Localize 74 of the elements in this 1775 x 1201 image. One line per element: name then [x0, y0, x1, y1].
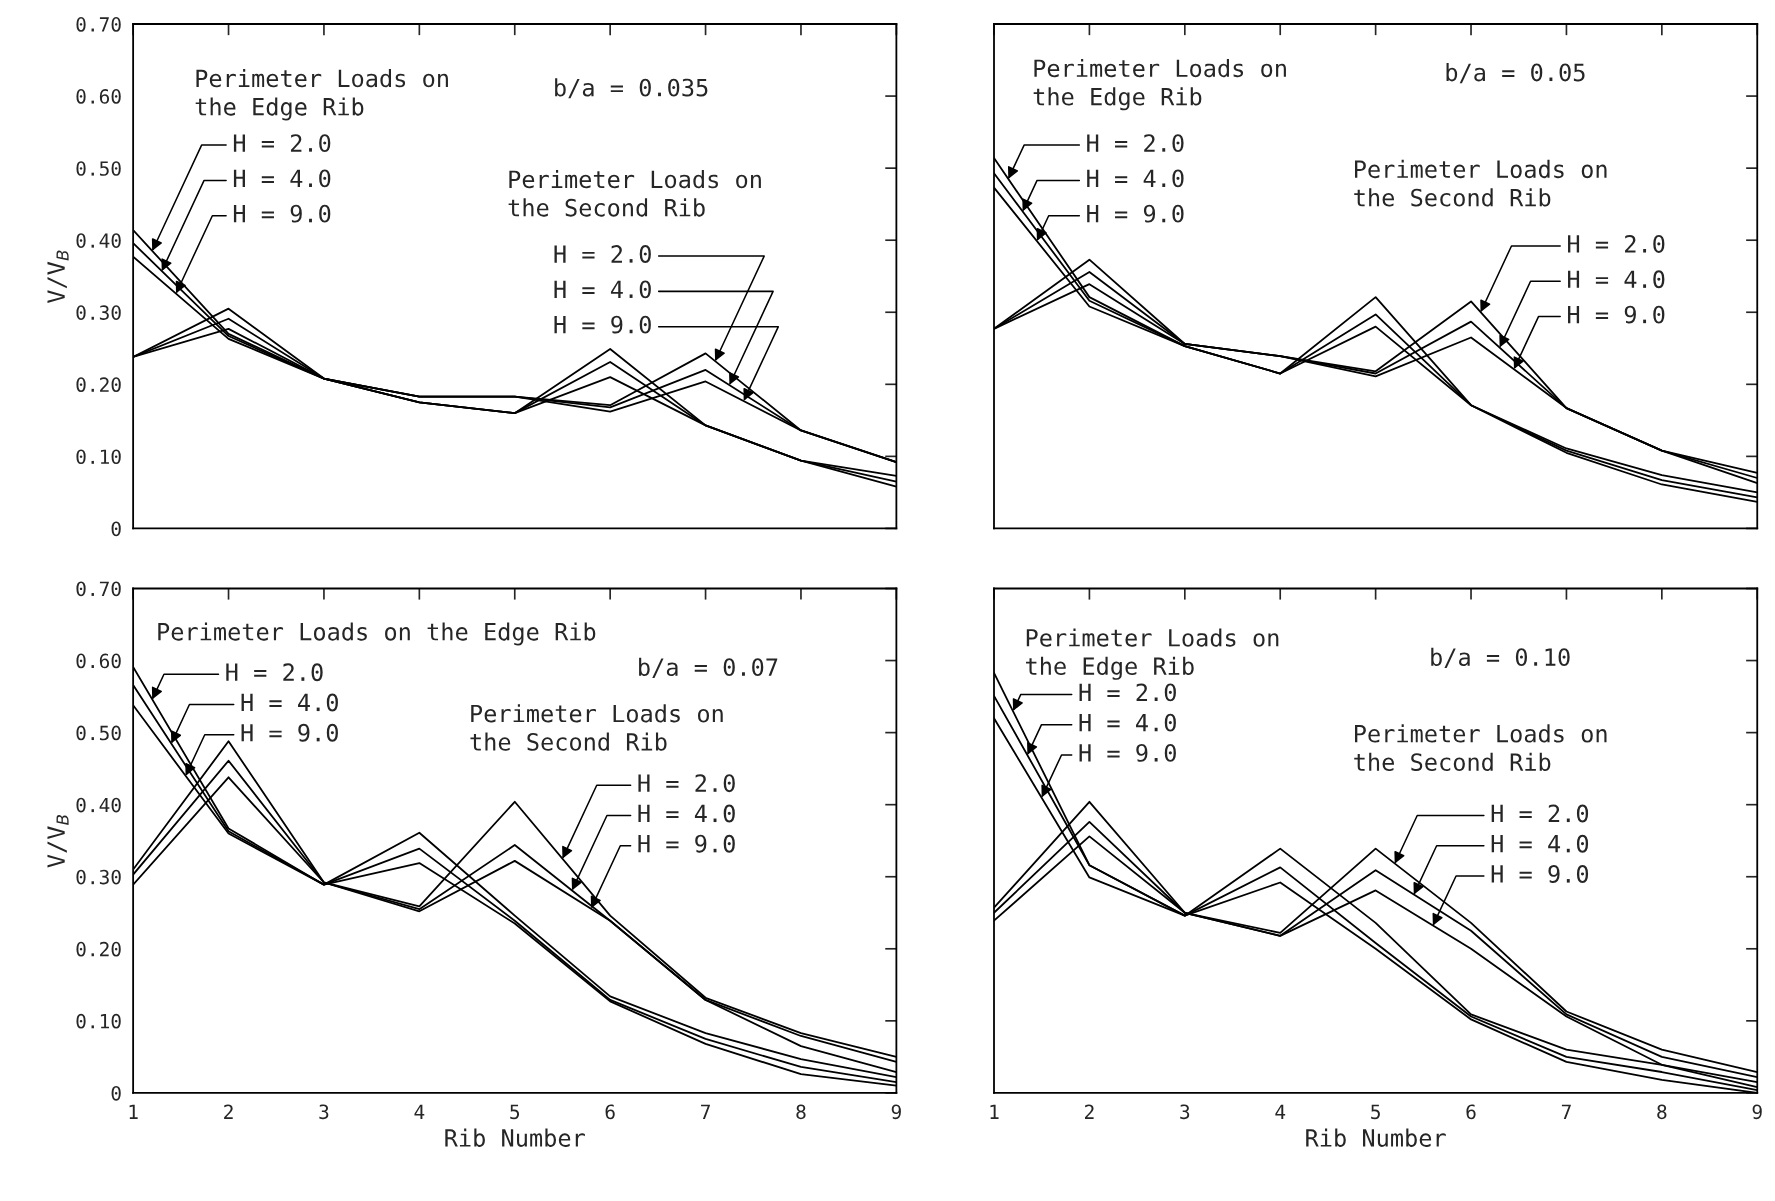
annotation: H = 2.0	[1568, 235, 1665, 253]
annotation: b/a = 0.07	[639, 657, 778, 678]
annotation: H = 4.0	[1491, 834, 1589, 853]
annotation: H = 4.0	[241, 693, 338, 712]
x-tick-label: 7	[1561, 1104, 1571, 1119]
y-tick-label: 0.20	[76, 377, 121, 393]
x-tick-label: 2	[224, 1104, 233, 1119]
annotation: H = 9.0	[241, 723, 338, 742]
x-axis-title: Rib Number	[1306, 1128, 1446, 1147]
x-tick-label: 7	[701, 1104, 710, 1119]
y-tick-label: 0.70	[76, 17, 121, 32]
annotation: b/a = 0.035	[555, 78, 708, 99]
y-tick-label: 0.30	[76, 305, 121, 320]
annotation: H = 2.0	[233, 134, 331, 152]
annotation: H = 9.0	[1491, 865, 1589, 883]
annotation: Perimeter Loads on the Second Rib	[1354, 724, 1607, 772]
x-tick-label: 6	[1466, 1104, 1476, 1120]
y-axis-title: V/V$_{B}$	[47, 250, 69, 304]
annotation: b/a = 0.10	[1431, 647, 1570, 668]
y-tick-label: 0.10	[76, 1013, 121, 1029]
x-axis-title: Rib Number	[445, 1128, 585, 1147]
annotation: Perimeter Loads on the Second Rib	[1354, 159, 1607, 207]
annotation: Perimeter Loads on the Second Rib	[470, 704, 723, 751]
y-tick-label: 0.50	[76, 725, 121, 741]
x-tick-label: 1	[990, 1104, 999, 1119]
y-tick-label: 0.30	[76, 869, 121, 885]
annotation: H = 2.0	[1087, 134, 1184, 152]
annotation: Perimeter Loads on the Edge Rib	[195, 69, 448, 121]
annotation: H = 2.0	[226, 663, 323, 682]
annotation: H = 2.0	[1491, 804, 1589, 823]
annotation: H = 4.0	[1568, 270, 1665, 289]
annotation: Perimeter Loads on the Edge Rib	[1026, 628, 1279, 680]
x-tick-label: 4	[1275, 1104, 1286, 1119]
annotation: H = 9.0	[1087, 204, 1184, 223]
annotation: H = 2.0	[638, 774, 735, 793]
y-tick-label: 0.50	[76, 161, 121, 176]
annotation: H = 4.0	[638, 804, 735, 823]
x-tick-label: 6	[605, 1104, 615, 1120]
x-tick-label: 8	[1657, 1104, 1667, 1120]
annotation: Perimeter Loads on the Edge Rib	[1033, 58, 1286, 111]
annotation: H = 9.0	[638, 834, 735, 853]
y-tick-label: 0.70	[76, 581, 121, 597]
annotation: H = 2.0	[554, 245, 651, 263]
x-tick-label: 3	[1180, 1104, 1190, 1120]
annotation: H = 2.0	[1079, 683, 1176, 702]
annotation: H = 4.0	[1079, 713, 1176, 732]
x-tick-label: 1	[129, 1104, 138, 1119]
x-tick-label: 9	[891, 1104, 901, 1120]
y-tick-label: 0.10	[76, 449, 121, 465]
x-tick-label: 2	[1085, 1104, 1094, 1119]
x-tick-label: 4	[414, 1104, 425, 1119]
y-tick-label: 0	[111, 1085, 121, 1101]
y-tick-label: 0.40	[76, 233, 121, 248]
annotation: H = 9.0	[1568, 305, 1665, 324]
annotation: Perimeter Loads on the Second Rib	[508, 169, 761, 217]
x-tick-label: 5	[510, 1104, 520, 1120]
x-tick-label: 3	[319, 1104, 329, 1120]
annotation: b/a = 0.05	[1446, 63, 1585, 84]
annotation: H = 9.0	[233, 204, 331, 223]
annotation: H = 4.0	[1087, 169, 1184, 188]
y-tick-label: 0.60	[76, 653, 121, 669]
x-tick-label: 9	[1752, 1104, 1762, 1120]
annotation: H = 9.0	[554, 315, 651, 334]
y-axis-title: V/V$_{B}$	[47, 815, 69, 868]
y-tick-label: 0.60	[76, 89, 121, 104]
annotation: H = 4.0	[233, 169, 331, 188]
y-tick-label: 0.20	[76, 941, 121, 957]
x-tick-label: 5	[1371, 1104, 1380, 1120]
y-tick-label: 0.40	[76, 797, 121, 813]
x-tick-label: 8	[796, 1104, 806, 1120]
annotation: H = 9.0	[1079, 744, 1176, 762]
annotation: H = 4.0	[554, 280, 651, 299]
annotation: Perimeter Loads on the Edge Rib	[158, 622, 596, 646]
y-tick-label: 0	[111, 521, 121, 537]
